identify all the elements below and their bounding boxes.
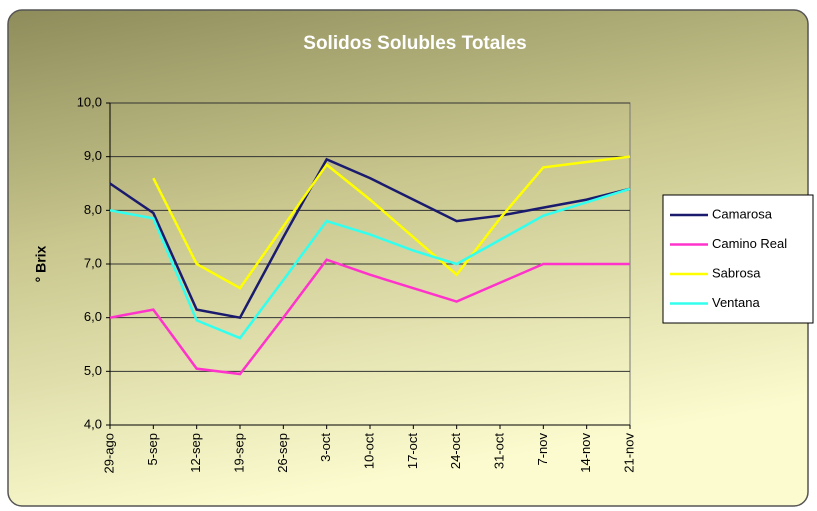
x-tick-label: 26-sep — [275, 433, 290, 473]
chart-title: Solidos Solubles Totales — [303, 33, 526, 54]
x-tick-label: 29-ago — [101, 433, 116, 473]
y-tick-label: 10,0 — [77, 94, 102, 109]
legend-label: Ventana — [712, 295, 760, 310]
x-tick-label: 31-oct — [491, 433, 506, 470]
x-tick-label: 3-oct — [318, 433, 333, 462]
y-tick-label: 7,0 — [84, 255, 102, 270]
x-tick-label: 17-oct — [405, 433, 420, 470]
x-tick-label: 5-sep — [145, 433, 160, 466]
x-tick-label: 21-nov — [621, 433, 636, 473]
y-tick-label: 5,0 — [84, 363, 102, 378]
x-tick-label: 24-oct — [448, 433, 463, 470]
legend-label: Camino Real — [712, 236, 787, 251]
legend-label: Sabrosa — [712, 265, 761, 280]
x-tick-label: 12-sep — [188, 433, 203, 473]
series-line — [109, 258, 630, 376]
series-line — [109, 157, 631, 320]
y-tick-label: 9,0 — [84, 148, 102, 163]
legend — [662, 194, 814, 324]
y-axis-label: ° Brix — [33, 245, 49, 282]
y-tick-label: 8,0 — [84, 202, 102, 217]
x-tick-label: 14-nov — [578, 433, 593, 473]
series-line — [109, 187, 631, 340]
y-tick-label: 4,0 — [84, 416, 102, 431]
y-tick-label: 6,0 — [84, 309, 102, 324]
legend-label: Camarosa — [712, 206, 773, 221]
x-tick-label: 10-oct — [361, 433, 376, 470]
series-line — [152, 155, 631, 290]
x-tick-label: 19-sep — [231, 433, 246, 473]
x-tick-label: 7-nov — [535, 433, 550, 466]
